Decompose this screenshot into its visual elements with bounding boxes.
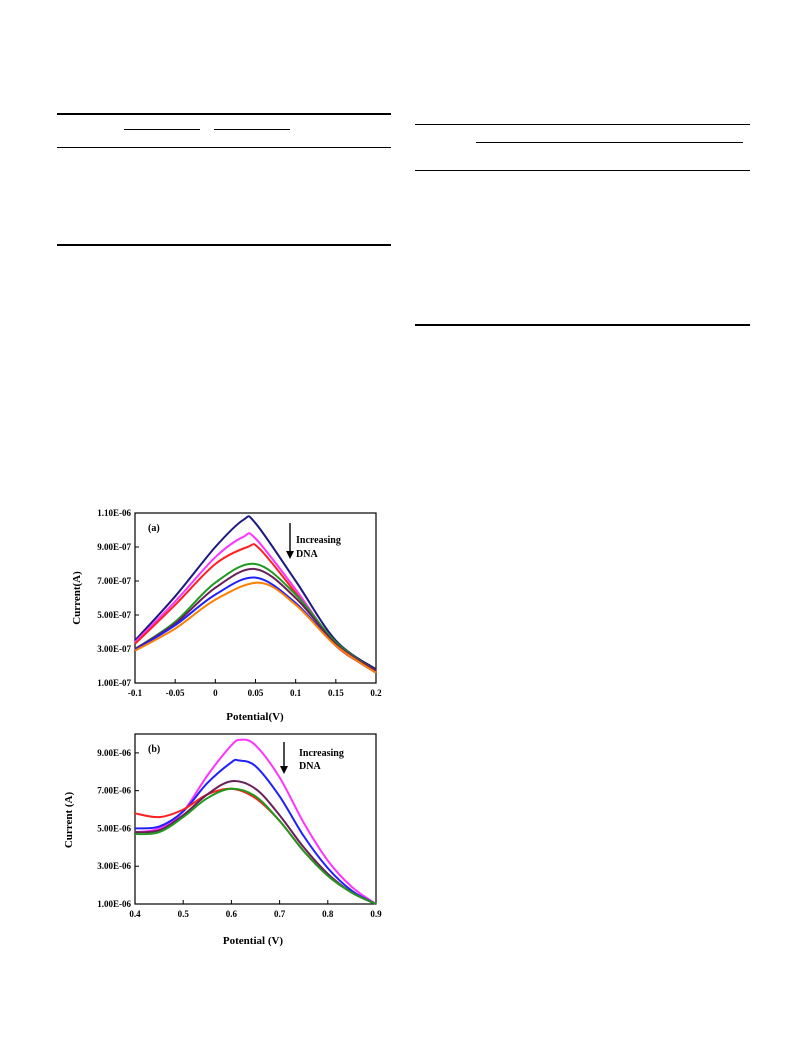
x-axis-label: Potential (V): [223, 935, 284, 947]
annotation-line-1: Increasing: [299, 748, 344, 759]
series-line-4: [134, 780, 377, 905]
x-tick-label: 0.9: [370, 909, 382, 919]
chart-a: -0.1 -0.05 0 0.05 0.1 0.15 0.2 1.00E-07 3.00E-07…: [71, 508, 382, 723]
y-axis-label: Current(A): [71, 571, 83, 625]
table1-bottom-rule: [57, 244, 391, 246]
panel-label: (a): [148, 523, 160, 534]
table1-header-rule: [57, 147, 391, 148]
x-tick-label: -0.05: [166, 688, 185, 698]
table1-top-rule: [57, 113, 391, 115]
chart-b: 0.4 0.5 0.6 0.7 0.8 0.9 1.00E-06 3.00E-06 5.00E-…: [63, 733, 382, 947]
series-line-2: [134, 758, 377, 905]
x-tick-label: -0.1: [128, 688, 143, 698]
y-tick-label: 7.00E-06: [97, 786, 131, 796]
x-axis-label: Potential(V): [226, 711, 284, 723]
x-tick-label: 0.7: [274, 909, 286, 919]
x-tick-label: 0.2: [370, 688, 382, 698]
axis-ticks: 0.4 0.5 0.6 0.7 0.8 0.9 1.00E-06 3.00E-06 5.00E-…: [97, 748, 382, 919]
annotation-line-2: DNA: [299, 761, 321, 772]
plot-frame: [134, 733, 377, 905]
y-tick-label: 7.00E-07: [97, 576, 131, 586]
series-line-3: [134, 787, 377, 905]
y-tick-label: 1.00E-07: [97, 678, 131, 688]
table1-group-rule-2: [214, 129, 290, 130]
table2-header-rule: [415, 170, 750, 171]
annotation-arrowhead: [286, 551, 294, 559]
panel-label: (b): [148, 744, 160, 755]
x-tick-label: 0.8: [322, 909, 334, 919]
x-tick-label: 0: [213, 688, 218, 698]
table2-bottom-rule: [415, 324, 750, 326]
annotation-line-1: Increasing: [296, 535, 341, 546]
table1-group-rule-1: [124, 129, 200, 130]
y-tick-label: 1.10E-06: [97, 508, 131, 518]
y-tick-label: 9.00E-07: [97, 542, 131, 552]
series-line-7: [134, 581, 377, 674]
x-tick-label: 0.6: [226, 909, 238, 919]
x-tick-label: 0.4: [129, 909, 141, 919]
x-tick-label: 0.05: [248, 688, 264, 698]
data-lines: [134, 738, 377, 905]
y-tick-label: 5.00E-06: [97, 823, 131, 833]
x-tick-label: 0.5: [178, 909, 190, 919]
series-line-1: [134, 515, 377, 671]
data-lines: [134, 515, 377, 674]
table2-top-rule: [415, 124, 750, 125]
y-tick-label: 5.00E-07: [97, 610, 131, 620]
series-line-4: [134, 562, 377, 672]
annotation-line-2: DNA: [296, 549, 318, 560]
x-tick-label: 0.15: [328, 688, 344, 698]
series-line-5: [134, 568, 377, 672]
y-tick-label: 9.00E-06: [97, 748, 131, 758]
annotation-arrowhead: [280, 766, 288, 774]
series-line-5: [134, 787, 377, 905]
y-tick-label: 3.00E-06: [97, 861, 131, 871]
y-tick-label: 3.00E-07: [97, 644, 131, 654]
y-axis-label: Current (A): [63, 792, 75, 849]
y-tick-label: 1.00E-06: [97, 899, 131, 909]
table2-group-rule: [476, 142, 743, 143]
x-tick-label: 0.1: [290, 688, 302, 698]
